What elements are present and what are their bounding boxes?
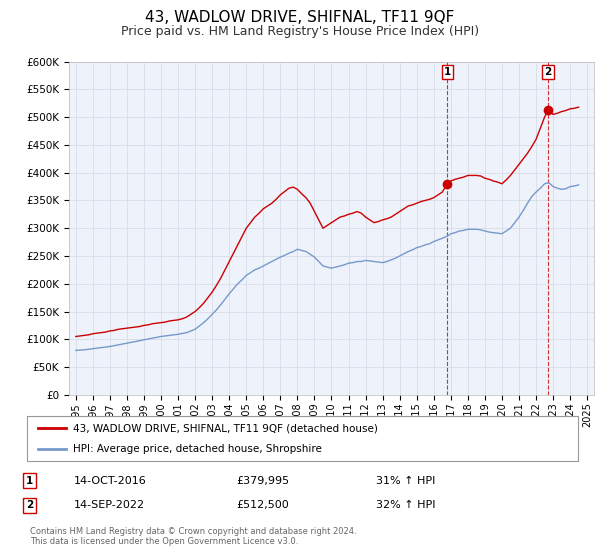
Text: 43, WADLOW DRIVE, SHIFNAL, TF11 9QF: 43, WADLOW DRIVE, SHIFNAL, TF11 9QF (145, 10, 455, 25)
Text: Price paid vs. HM Land Registry's House Price Index (HPI): Price paid vs. HM Land Registry's House … (121, 25, 479, 38)
Text: £512,500: £512,500 (236, 501, 289, 510)
Text: Contains HM Land Registry data © Crown copyright and database right 2024.: Contains HM Land Registry data © Crown c… (29, 528, 356, 536)
Text: 2: 2 (26, 501, 33, 510)
Text: 14-SEP-2022: 14-SEP-2022 (74, 501, 145, 510)
Text: 1: 1 (26, 475, 33, 486)
Text: 43, WADLOW DRIVE, SHIFNAL, TF11 9QF (detached house): 43, WADLOW DRIVE, SHIFNAL, TF11 9QF (det… (73, 423, 378, 433)
Text: 31% ↑ HPI: 31% ↑ HPI (376, 475, 435, 486)
Text: HPI: Average price, detached house, Shropshire: HPI: Average price, detached house, Shro… (73, 445, 322, 455)
Text: 32% ↑ HPI: 32% ↑ HPI (376, 501, 435, 510)
Text: £379,995: £379,995 (236, 475, 289, 486)
FancyBboxPatch shape (27, 417, 578, 461)
Text: 2: 2 (545, 67, 552, 77)
Text: 14-OCT-2016: 14-OCT-2016 (74, 475, 147, 486)
Text: This data is licensed under the Open Government Licence v3.0.: This data is licensed under the Open Gov… (29, 538, 298, 547)
Text: 1: 1 (443, 67, 451, 77)
